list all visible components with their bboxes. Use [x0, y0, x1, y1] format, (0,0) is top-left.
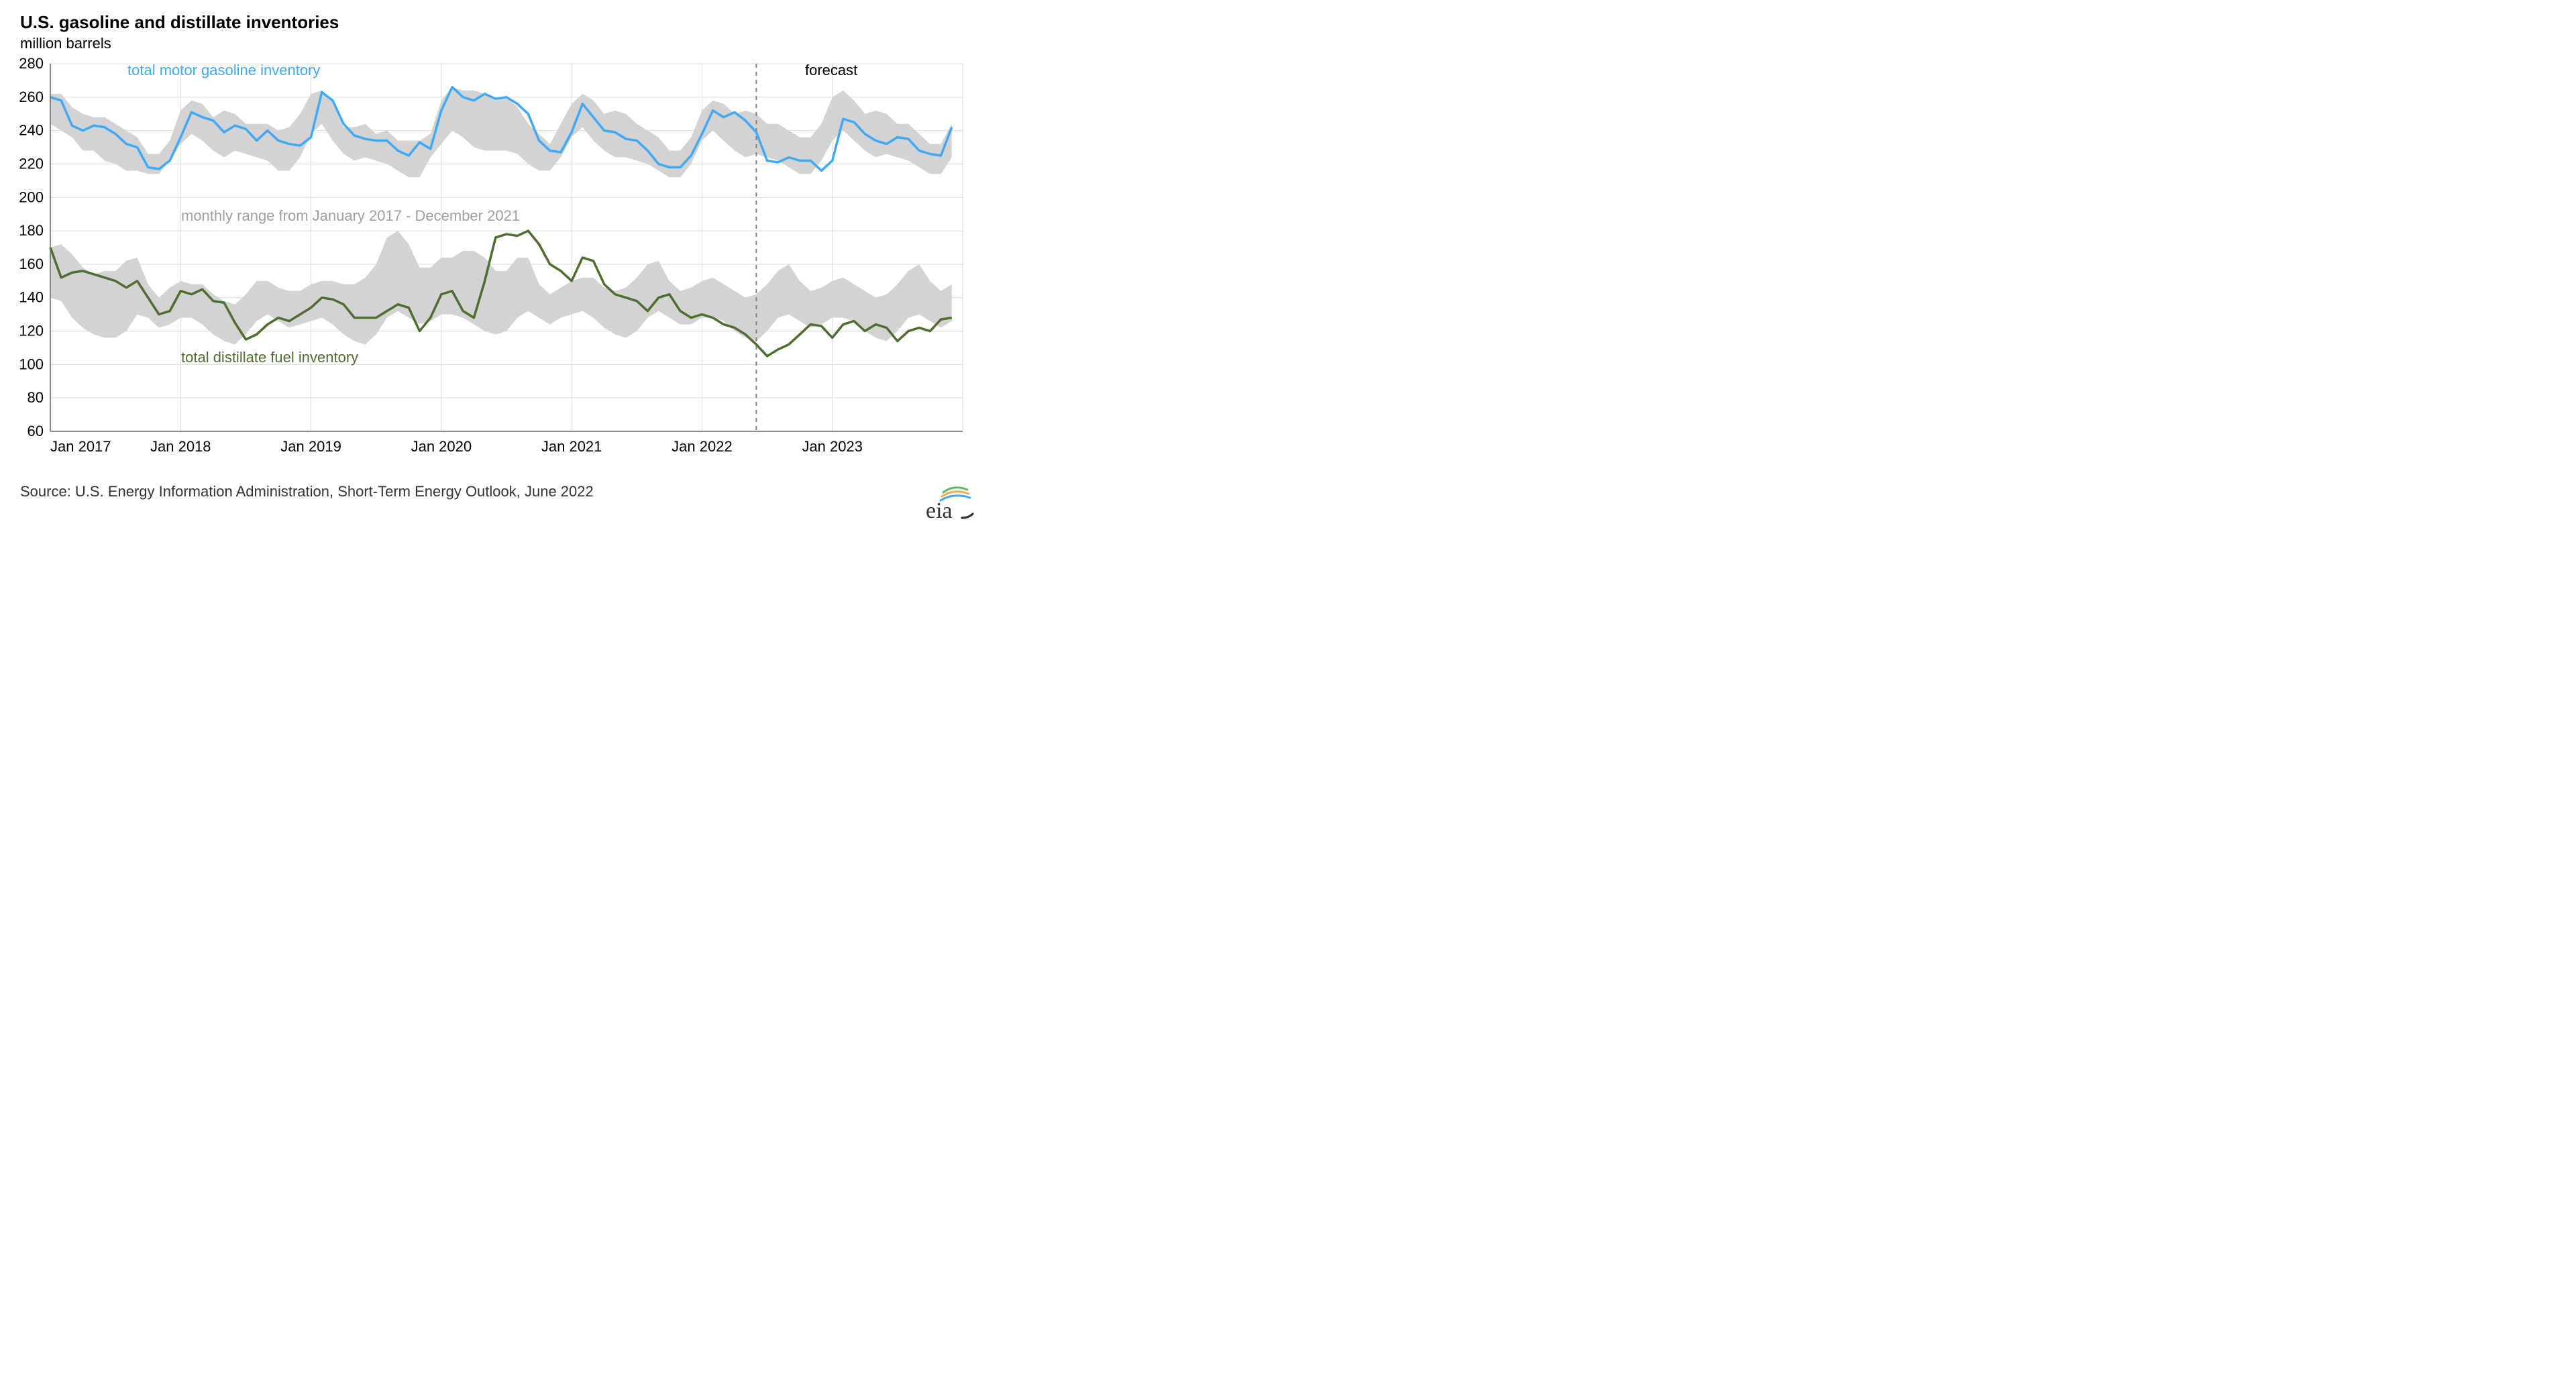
svg-text:200: 200: [19, 189, 44, 205]
range-label: monthly range from January 2017 - Decemb…: [181, 207, 520, 224]
svg-text:240: 240: [19, 122, 44, 139]
svg-text:80: 80: [28, 389, 44, 406]
svg-text:120: 120: [19, 323, 44, 339]
gasoline-label: total motor gasoline inventory: [127, 62, 320, 78]
svg-text:Jan 2023: Jan 2023: [802, 438, 863, 455]
svg-text:Jan 2022: Jan 2022: [672, 438, 733, 455]
y-axis-units-label: million barrels: [20, 35, 111, 52]
svg-text:280: 280: [19, 55, 44, 72]
distillate-label: total distillate fuel inventory: [181, 349, 358, 366]
svg-text:60: 60: [28, 423, 44, 439]
svg-text:100: 100: [19, 356, 44, 372]
svg-text:Jan 2019: Jan 2019: [280, 438, 341, 455]
svg-text:140: 140: [19, 289, 44, 306]
svg-text:Jan 2020: Jan 2020: [411, 438, 472, 455]
svg-text:Jan 2017: Jan 2017: [50, 438, 111, 455]
source-text: Source: U.S. Energy Information Administ…: [20, 483, 594, 500]
eia-logo: eia: [912, 483, 979, 523]
svg-text:220: 220: [19, 155, 44, 172]
chart-title: U.S. gasoline and distillate inventories: [20, 12, 339, 33]
svg-text:Jan 2021: Jan 2021: [541, 438, 602, 455]
svg-text:180: 180: [19, 222, 44, 239]
svg-text:260: 260: [19, 89, 44, 105]
svg-text:160: 160: [19, 256, 44, 272]
chart-container: U.S. gasoline and distillate inventories…: [0, 0, 993, 538]
forecast-label: forecast: [805, 62, 857, 78]
chart-svg: 60 80 100 120 140 160 180 200 220 240 260 280 Jan 20…: [0, 0, 993, 538]
svg-text:Jan 2018: Jan 2018: [150, 438, 211, 455]
svg-text:eia: eia: [926, 498, 953, 523]
